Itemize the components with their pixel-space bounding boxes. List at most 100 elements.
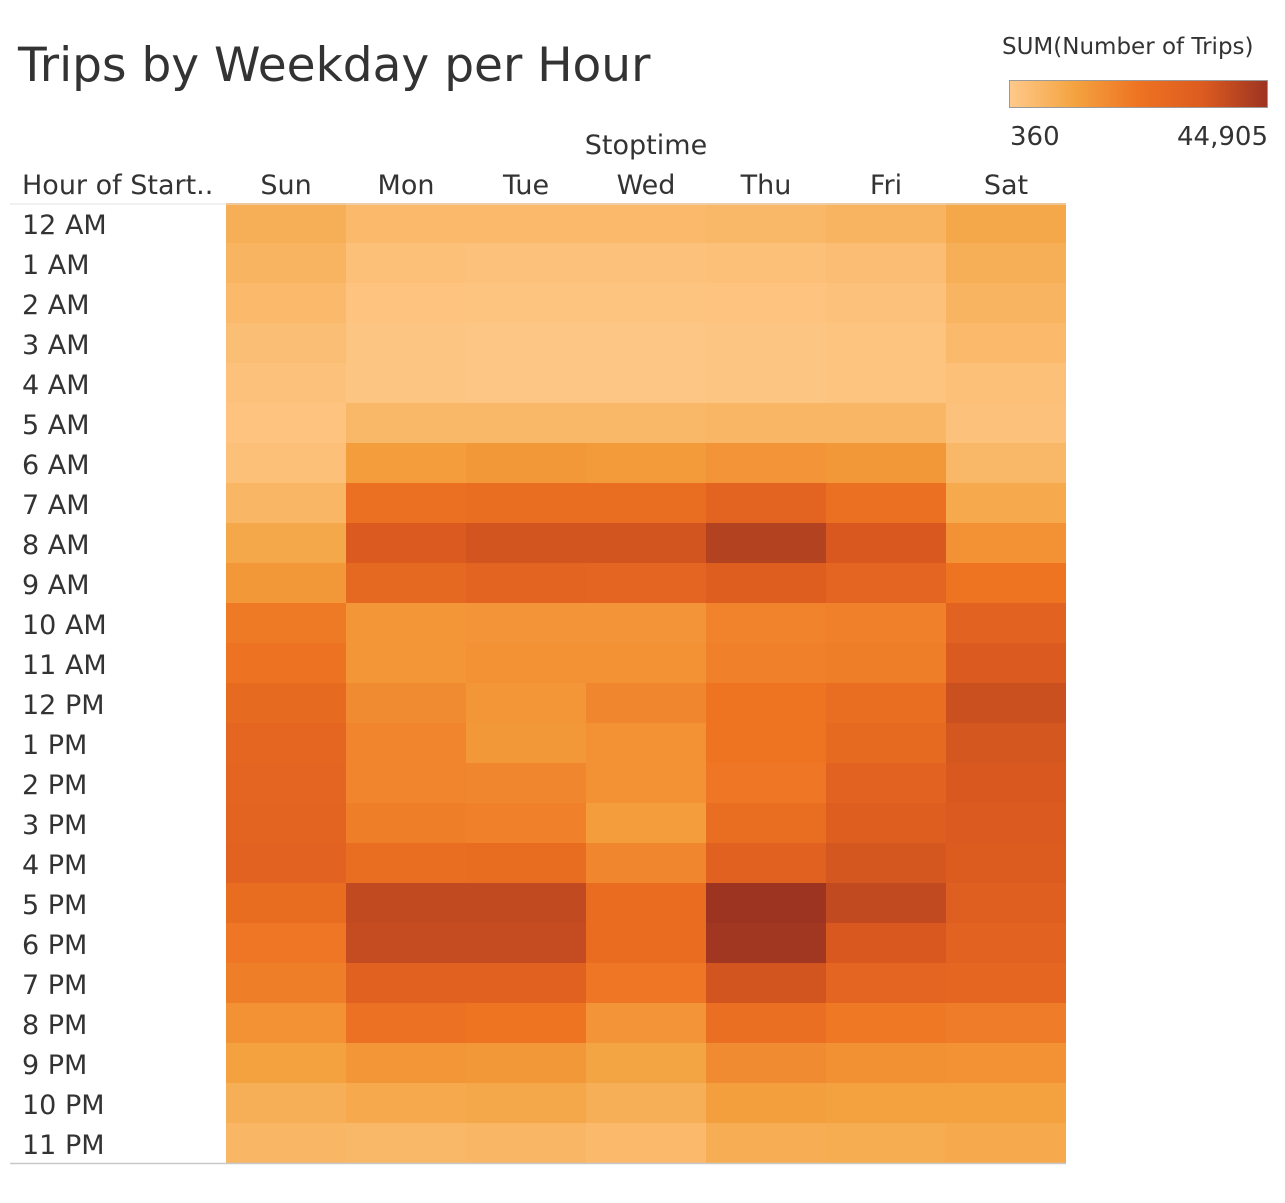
heatmap-cell[interactable]: 1 AM / Tue: 2,800	[466, 243, 586, 283]
heatmap-cell[interactable]: 9 PM / Wed: 11,000	[586, 1043, 706, 1083]
heatmap-cell[interactable]: 12 AM / Thu: 5,500	[706, 203, 826, 243]
heatmap-cell[interactable]: 9 PM / Mon: 14,500	[346, 1043, 466, 1083]
heatmap-cell[interactable]: 7 AM / Wed: 25,000	[586, 483, 706, 523]
heatmap-cell[interactable]: 2 AM / Sat: 6,500	[946, 283, 1066, 323]
heatmap-cell[interactable]: 5 AM / Sun: 2,000	[226, 403, 346, 443]
heatmap-cell[interactable]: 11 AM / Sat: 34,000	[946, 643, 1066, 683]
heatmap-cell[interactable]: 12 PM / Sun: 27,000	[226, 683, 346, 723]
heatmap-cell[interactable]: 2 PM / Thu: 22,000	[706, 763, 826, 803]
heatmap-cell[interactable]: 1 PM / Wed: 15,500	[586, 723, 706, 763]
heatmap-cell[interactable]: 3 PM / Sat: 34,000	[946, 803, 1066, 843]
heatmap-cell[interactable]: 9 AM / Tue: 29,500	[466, 563, 586, 603]
heatmap-cell[interactable]: 9 AM / Thu: 32,500	[706, 563, 826, 603]
heatmap-cell[interactable]: 3 PM / Thu: 25,000	[706, 803, 826, 843]
heatmap-cell[interactable]: 12 AM / Wed: 5,000	[586, 203, 706, 243]
heatmap-cell[interactable]: 9 AM / Mon: 27,500	[346, 563, 466, 603]
heatmap-cell[interactable]: 1 AM / Wed: 2,800	[586, 243, 706, 283]
heatmap-cell[interactable]: 7 AM / Sun: 6,000	[226, 483, 346, 523]
heatmap-cell[interactable]: 3 PM / Fri: 32,500	[826, 803, 946, 843]
heatmap-cell[interactable]: 11 PM / Thu: 8,500	[706, 1123, 826, 1163]
heatmap-cell[interactable]: 1 PM / Sat: 35,000	[946, 723, 1066, 763]
heatmap-cell[interactable]: 10 AM / Thu: 19,000	[706, 603, 826, 643]
heatmap-cell[interactable]: 11 AM / Fri: 20,000	[826, 643, 946, 683]
heatmap-cell[interactable]: 11 PM / Mon: 5,500	[346, 1123, 466, 1163]
heatmap-cell[interactable]: 6 AM / Fri: 14,000	[826, 443, 946, 483]
heatmap-cell[interactable]: 7 PM / Thu: 35,500	[706, 963, 826, 1003]
heatmap-cell[interactable]: 11 AM / Sun: 23,000	[226, 643, 346, 683]
heatmap-cell[interactable]: 8 PM / Fri: 21,500	[826, 1003, 946, 1043]
heatmap-cell[interactable]: 2 AM / Fri: 2,500	[826, 283, 946, 323]
heatmap-cell[interactable]: 3 AM / Sun: 3,500	[226, 323, 346, 363]
heatmap-cell[interactable]: 5 PM / Wed: 26,000	[586, 883, 706, 923]
heatmap-cell[interactable]: 6 PM / Sun: 22,000	[226, 923, 346, 963]
heatmap-cell[interactable]: 4 PM / Fri: 35,000	[826, 843, 946, 883]
heatmap-cell[interactable]: 8 PM / Sun: 15,500	[226, 1003, 346, 1043]
heatmap-cell[interactable]: 9 AM / Fri: 29,000	[826, 563, 946, 603]
heatmap-cell[interactable]: 6 PM / Wed: 26,000	[586, 923, 706, 963]
heatmap-cell[interactable]: 10 AM / Mon: 14,500	[346, 603, 466, 643]
heatmap-cell[interactable]: 11 AM / Thu: 19,500	[706, 643, 826, 683]
heatmap-cell[interactable]: 1 PM / Thu: 22,500	[706, 723, 826, 763]
heatmap-cell[interactable]: 12 PM / Thu: 22,500	[706, 683, 826, 723]
heatmap-cell[interactable]: 8 AM / Sat: 15,500	[946, 523, 1066, 563]
heatmap-cell[interactable]: 9 PM / Sun: 12,000	[226, 1043, 346, 1083]
heatmap-cell[interactable]: 6 AM / Wed: 13,500	[586, 443, 706, 483]
heatmap-cell[interactable]: 8 AM / Mon: 34,000	[346, 523, 466, 563]
heatmap-cell[interactable]: 4 PM / Sun: 30,000	[226, 843, 346, 883]
heatmap-cell[interactable]: 10 PM / Sun: 8,000	[226, 1083, 346, 1123]
heatmap-cell[interactable]: 6 AM / Sun: 3,000	[226, 443, 346, 483]
heatmap-cell[interactable]: 4 PM / Tue: 25,500	[466, 843, 586, 883]
heatmap-cell[interactable]: 1 PM / Mon: 18,500	[346, 723, 466, 763]
heatmap-cell[interactable]: 12 AM / Mon: 5,000	[346, 203, 466, 243]
heatmap-cell[interactable]: 9 AM / Sun: 14,000	[226, 563, 346, 603]
heatmap-cell[interactable]: 4 PM / Mon: 25,000	[346, 843, 466, 883]
heatmap-cell[interactable]: 3 AM / Thu: 1,500	[706, 323, 826, 363]
heatmap-cell[interactable]: 7 AM / Thu: 29,500	[706, 483, 826, 523]
heatmap-cell[interactable]: 1 AM / Sun: 6,500	[226, 243, 346, 283]
heatmap-cell[interactable]: 10 PM / Wed: 8,000	[586, 1083, 706, 1123]
heatmap-cell[interactable]: 2 PM / Sun: 29,000	[226, 763, 346, 803]
heatmap-cell[interactable]: 12 PM / Fri: 25,000	[826, 683, 946, 723]
heatmap-cell[interactable]: 5 AM / Mon: 5,500	[346, 403, 466, 443]
heatmap-cell[interactable]: 7 PM / Fri: 29,000	[826, 963, 946, 1003]
heatmap-cell[interactable]: 9 PM / Sat: 15,500	[946, 1043, 1066, 1083]
heatmap-cell[interactable]: 12 PM / Mon: 17,000	[346, 683, 466, 723]
heatmap-cell[interactable]: 10 PM / Tue: 10,000	[466, 1083, 586, 1123]
heatmap-cell[interactable]: 4 PM / Wed: 18,000	[586, 843, 706, 883]
heatmap-cell[interactable]: 11 PM / Sat: 9,500	[946, 1123, 1066, 1163]
heatmap-cell[interactable]: 3 AM / Sat: 5,000	[946, 323, 1066, 363]
heatmap-cell[interactable]: 5 AM / Wed: 5,500	[586, 403, 706, 443]
heatmap-cell[interactable]: 10 AM / Sun: 21,000	[226, 603, 346, 643]
heatmap-cell[interactable]: 12 AM / Sun: 8,000	[226, 203, 346, 243]
heatmap-cell[interactable]: 1 AM / Mon: 3,000	[346, 243, 466, 283]
heatmap-cell[interactable]: 5 PM / Thu: 44,905	[706, 883, 826, 923]
heatmap-cell[interactable]: 3 PM / Mon: 20,000	[346, 803, 466, 843]
heatmap-cell[interactable]: 5 AM / Tue: 5,500	[466, 403, 586, 443]
heatmap-cell[interactable]: 8 PM / Mon: 23,500	[346, 1003, 466, 1043]
heatmap-cell[interactable]: 12 PM / Tue: 14,500	[466, 683, 586, 723]
heatmap-cell[interactable]: 6 PM / Mon: 38,000	[346, 923, 466, 963]
heatmap-cell[interactable]: 1 AM / Fri: 3,800	[826, 243, 946, 283]
heatmap-cell[interactable]: 4 PM / Thu: 31,000	[706, 843, 826, 883]
heatmap-cell[interactable]: 10 AM / Tue: 15,000	[466, 603, 586, 643]
heatmap-cell[interactable]: 7 PM / Tue: 31,000	[466, 963, 586, 1003]
heatmap-cell[interactable]: 12 AM / Fri: 6,500	[826, 203, 946, 243]
heatmap-cell[interactable]: 3 AM / Fri: 1,800	[826, 323, 946, 363]
heatmap-cell[interactable]: 2 AM / Thu: 2,000	[706, 283, 826, 323]
heatmap-cell[interactable]: 8 AM / Thu: 41,000	[706, 523, 826, 563]
heatmap-cell[interactable]: 5 AM / Thu: 6,000	[706, 403, 826, 443]
heatmap-cell[interactable]: 11 PM / Wed: 5,000	[586, 1123, 706, 1163]
heatmap-cell[interactable]: 9 PM / Fri: 16,000	[826, 1043, 946, 1083]
heatmap-cell[interactable]: 2 AM / Sun: 5,000	[226, 283, 346, 323]
heatmap-cell[interactable]: 2 PM / Wed: 15,500	[586, 763, 706, 803]
heatmap-cell[interactable]: 3 AM / Mon: 1,500	[346, 323, 466, 363]
heatmap-cell[interactable]: 3 AM / Tue: 1,300	[466, 323, 586, 363]
heatmap-cell[interactable]: 10 AM / Sat: 30,500	[946, 603, 1066, 643]
heatmap-cell[interactable]: 2 AM / Mon: 2,000	[346, 283, 466, 323]
heatmap-cell[interactable]: 9 PM / Tue: 14,000	[466, 1043, 586, 1083]
heatmap-cell[interactable]: 5 AM / Fri: 6,000	[826, 403, 946, 443]
heatmap-cell[interactable]: 4 AM / Tue: 1,300	[466, 363, 586, 403]
heatmap-cell[interactable]: 12 AM / Tue: 5,000	[466, 203, 586, 243]
heatmap-cell[interactable]: 9 PM / Thu: 17,000	[706, 1043, 826, 1083]
heatmap-cell[interactable]: 6 PM / Tue: 38,000	[466, 923, 586, 963]
